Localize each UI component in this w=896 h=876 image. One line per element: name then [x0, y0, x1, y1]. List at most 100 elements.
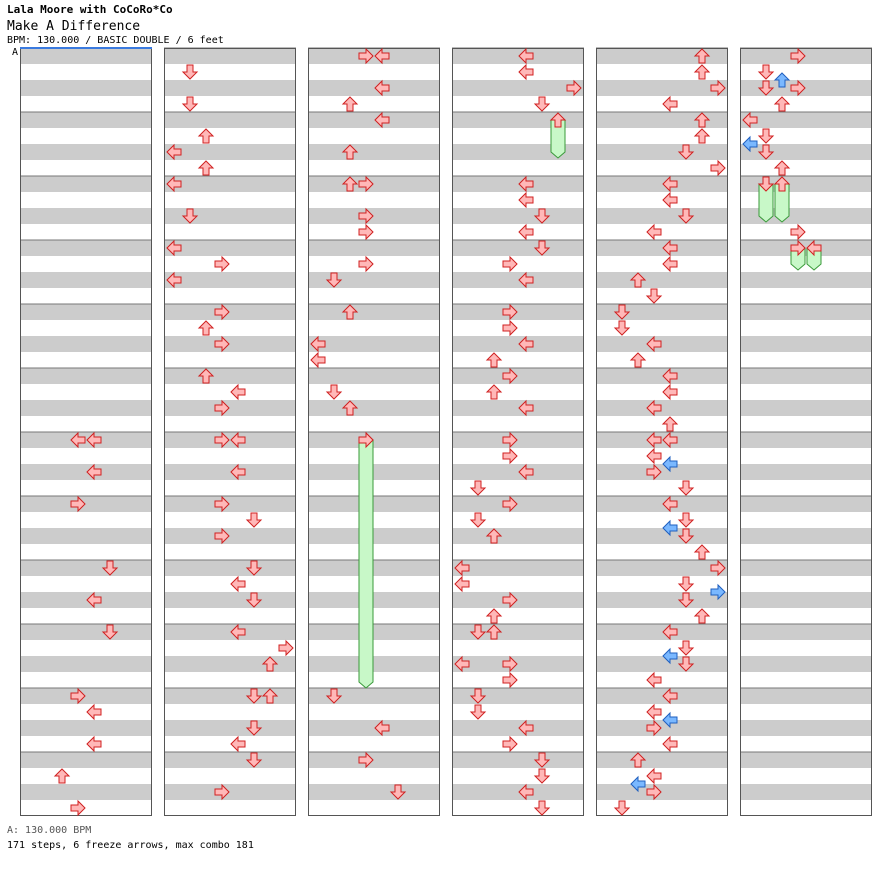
beat-stripe: [740, 592, 872, 608]
arrow-up: [773, 160, 791, 176]
arrow-down: [469, 512, 487, 528]
arrow-right: [502, 447, 518, 465]
arrow-left: [230, 463, 246, 481]
arrow-left: [646, 703, 662, 721]
arrow-down: [469, 624, 487, 640]
beat-stripe: [20, 720, 152, 736]
beat-stripe: [452, 752, 584, 768]
chart-meta: BPM: 130.000 / BASIC DOUBLE / 6 feet: [7, 35, 224, 46]
beat-stripe: [740, 464, 872, 480]
beat-stripe: [740, 336, 872, 352]
beat-stripe: [20, 48, 152, 64]
arrow-left: [646, 223, 662, 241]
arrow-left: [518, 719, 534, 737]
column-border: [452, 48, 584, 816]
arrow-left: [230, 575, 246, 593]
beat-stripe: [164, 560, 296, 576]
arrow-right: [358, 47, 374, 65]
beat-stripe: [20, 176, 152, 192]
arrow-left: [374, 111, 390, 129]
bpm-legend: A: 130.000 BPM: [7, 825, 92, 836]
arrow-right: [646, 783, 662, 801]
beat-stripe: [308, 784, 440, 800]
arrow-blue-left: [662, 455, 678, 473]
arrow-down: [325, 384, 343, 400]
beat-stripe: [20, 528, 152, 544]
arrow-left: [662, 367, 678, 385]
beat-stripe: [596, 240, 728, 256]
beat-stripe: [20, 592, 152, 608]
beat-stripe: [164, 272, 296, 288]
beat-stripe: [308, 112, 440, 128]
arrow-left: [518, 191, 534, 209]
beat-stripe: [596, 336, 728, 352]
column-border: [740, 48, 872, 816]
beat-stripe: [164, 304, 296, 320]
beat-stripe: [20, 432, 152, 448]
beat-stripe: [308, 624, 440, 640]
arrow-right: [710, 559, 726, 577]
beat-stripe: [596, 592, 728, 608]
arrow-right: [70, 687, 86, 705]
beat-stripe: [452, 208, 584, 224]
arrow-right: [502, 495, 518, 513]
arrow-left: [662, 495, 678, 513]
arrow-down: [757, 64, 775, 80]
freeze-head-up: [773, 176, 791, 192]
arrow-up: [261, 656, 279, 672]
arrow-left: [518, 399, 534, 417]
beat-stripe: [740, 560, 872, 576]
beat-stripe: [308, 688, 440, 704]
arrow-left: [454, 575, 470, 593]
arrow-down: [677, 528, 695, 544]
beat-stripe: [740, 784, 872, 800]
beat-stripe: [20, 304, 152, 320]
arrow-left: [518, 463, 534, 481]
column-border: [596, 48, 728, 816]
arrow-down: [245, 688, 263, 704]
beat-stripe: [452, 240, 584, 256]
beat-stripe: [164, 528, 296, 544]
arrow-left: [374, 719, 390, 737]
arrow-right: [502, 655, 518, 673]
beat-stripe: [20, 400, 152, 416]
arrow-down: [757, 80, 775, 96]
beat-stripe: [308, 400, 440, 416]
arrow-up: [693, 128, 711, 144]
arrow-left: [742, 111, 758, 129]
beat-stripe: [164, 208, 296, 224]
beat-stripe: [596, 464, 728, 480]
arrow-down: [533, 240, 551, 256]
freeze-head-right: [358, 431, 374, 449]
beat-stripe: [452, 368, 584, 384]
beat-stripe: [740, 304, 872, 320]
arrow-right: [710, 159, 726, 177]
arrow-up: [485, 608, 503, 624]
arrow-up: [197, 160, 215, 176]
arrow-left: [230, 431, 246, 449]
arrow-left: [518, 175, 534, 193]
beat-stripe: [308, 304, 440, 320]
arrow-right: [358, 223, 374, 241]
arrow-up: [693, 608, 711, 624]
arrow-up: [53, 768, 71, 784]
beat-stripe: [740, 720, 872, 736]
beat-stripe: [596, 48, 728, 64]
arrow-left: [86, 591, 102, 609]
beat-stripe: [740, 368, 872, 384]
beat-stripe: [452, 336, 584, 352]
arrow-left: [230, 383, 246, 401]
beat-stripe: [164, 496, 296, 512]
arrow-down: [325, 272, 343, 288]
arrow-down: [245, 720, 263, 736]
arrow-right: [502, 735, 518, 753]
arrow-left: [454, 559, 470, 577]
beat-stripe: [164, 656, 296, 672]
beat-stripe: [596, 688, 728, 704]
arrow-left: [646, 335, 662, 353]
arrow-down: [181, 208, 199, 224]
arrow-left: [86, 431, 102, 449]
beat-stripe: [452, 624, 584, 640]
arrow-down: [677, 592, 695, 608]
